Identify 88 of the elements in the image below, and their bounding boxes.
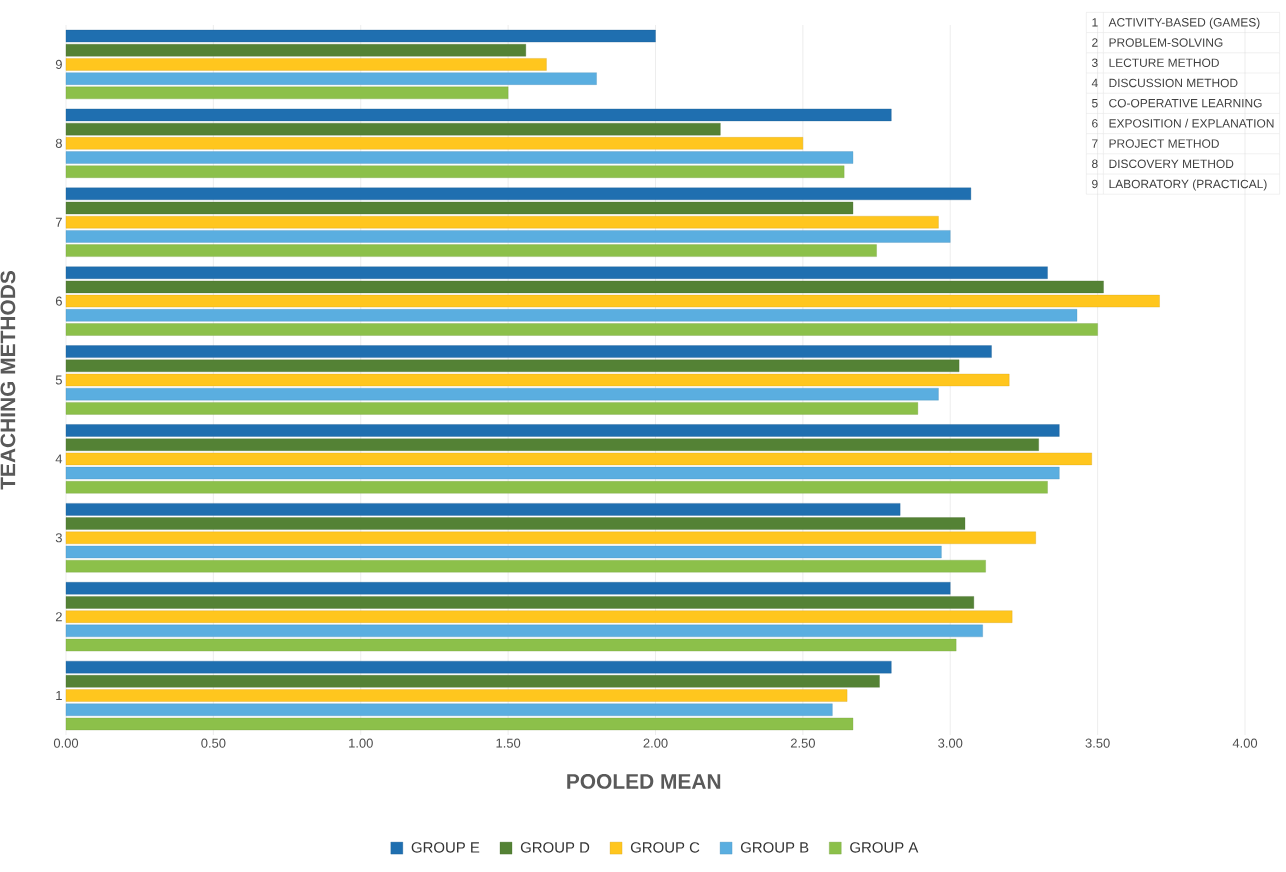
bar — [65, 244, 877, 257]
bar — [65, 582, 951, 595]
annotation: ACTIVITY-BASED (GAMES) — [1108, 17, 1260, 29]
legend-label: GROUP B — [740, 842, 809, 853]
bar — [65, 503, 901, 516]
y-tick-label: 8 — [55, 138, 62, 148]
x-tick-label: 1.00 — [349, 738, 373, 748]
annotation: PROBLEM-SOLVING — [1109, 38, 1223, 47]
bar — [65, 689, 848, 702]
x-tick-label: 3.50 — [1085, 738, 1110, 748]
annotation: LECTURE METHOD — [1109, 58, 1219, 67]
annotation: 4 — [1091, 78, 1098, 88]
y-tick-label: 6 — [55, 296, 62, 306]
bar — [65, 424, 1060, 437]
bar — [65, 560, 986, 573]
x-axis-title: POOLED MEAN — [567, 774, 721, 789]
bar — [65, 531, 1036, 544]
bar — [65, 466, 1060, 480]
legend-label: GROUP E — [411, 842, 480, 853]
bar — [65, 345, 992, 358]
y-axis-title: TEACHING METHODS — [0, 271, 16, 490]
x-tick-label: 4.00 — [1232, 738, 1258, 748]
annotation: DISCUSSION METHOD — [1109, 78, 1238, 88]
y-tick-label: 2 — [55, 612, 62, 622]
annotation: DISCOVERY METHOD — [1109, 159, 1234, 168]
bar — [65, 545, 942, 559]
bar — [65, 122, 721, 136]
y-tick-label: 4 — [55, 454, 63, 464]
legend-label: GROUP C — [630, 842, 700, 853]
y-tick-label: 7 — [55, 217, 62, 227]
bar — [65, 151, 854, 164]
bar — [65, 187, 972, 200]
bar — [65, 675, 880, 688]
bar — [65, 717, 854, 731]
annotation: 2 — [1092, 38, 1098, 47]
bar — [65, 452, 1092, 466]
y-tick-label: 9 — [55, 59, 62, 70]
x-tick-label: 1.50 — [496, 738, 521, 748]
bar — [65, 294, 1160, 308]
bar — [65, 517, 966, 530]
bar — [65, 596, 974, 609]
bar — [65, 108, 892, 122]
x-tick-label: 0.50 — [201, 738, 226, 748]
annotation: 9 — [1092, 179, 1098, 189]
y-tick-label: 3 — [55, 533, 62, 543]
annotation: EXPOSITION / EXPLANATION — [1109, 118, 1274, 128]
bar — [65, 624, 983, 638]
annotation: 6 — [1092, 119, 1098, 128]
bar — [65, 359, 960, 372]
x-tick-label: 2.50 — [790, 738, 815, 748]
bar — [65, 216, 939, 229]
bar — [65, 309, 1078, 322]
y-tick-label: 1 — [56, 691, 62, 701]
bar — [65, 438, 1039, 451]
annotation: 1 — [1092, 18, 1098, 27]
bar — [65, 137, 804, 150]
bar — [65, 638, 957, 652]
annotation: 5 — [1091, 99, 1098, 108]
bar — [65, 481, 1048, 494]
bar — [65, 610, 1013, 623]
bar — [65, 388, 939, 401]
annotation: 8 — [1092, 159, 1098, 168]
bar — [65, 201, 854, 215]
y-tick-label: 5 — [55, 375, 62, 385]
bar — [65, 266, 1048, 279]
bar — [65, 86, 509, 99]
annotation: 7 — [1092, 139, 1098, 148]
bar — [65, 280, 1104, 294]
bar — [65, 373, 1010, 387]
bar — [65, 72, 597, 85]
bar — [65, 58, 547, 71]
x-tick-label: 2.00 — [643, 738, 668, 748]
bar — [65, 323, 1098, 336]
bar — [65, 661, 892, 674]
bar — [65, 44, 526, 57]
bar — [65, 703, 833, 716]
bar — [65, 402, 918, 415]
legend-label: GROUP D — [520, 842, 590, 853]
legend-label: GROUP A — [850, 842, 919, 853]
annotation: LABORATORY (PRACTICAL) — [1109, 179, 1267, 191]
bar — [65, 165, 845, 178]
bar — [65, 230, 951, 243]
annotation: CO-OPERATIVE LEARNING — [1109, 98, 1262, 108]
annotation: PROJECT METHOD — [1109, 139, 1219, 148]
x-tick-label: 0.00 — [53, 738, 79, 748]
annotation: 3 — [1091, 58, 1098, 67]
bar — [65, 29, 656, 43]
x-tick-label: 3.00 — [938, 738, 963, 748]
